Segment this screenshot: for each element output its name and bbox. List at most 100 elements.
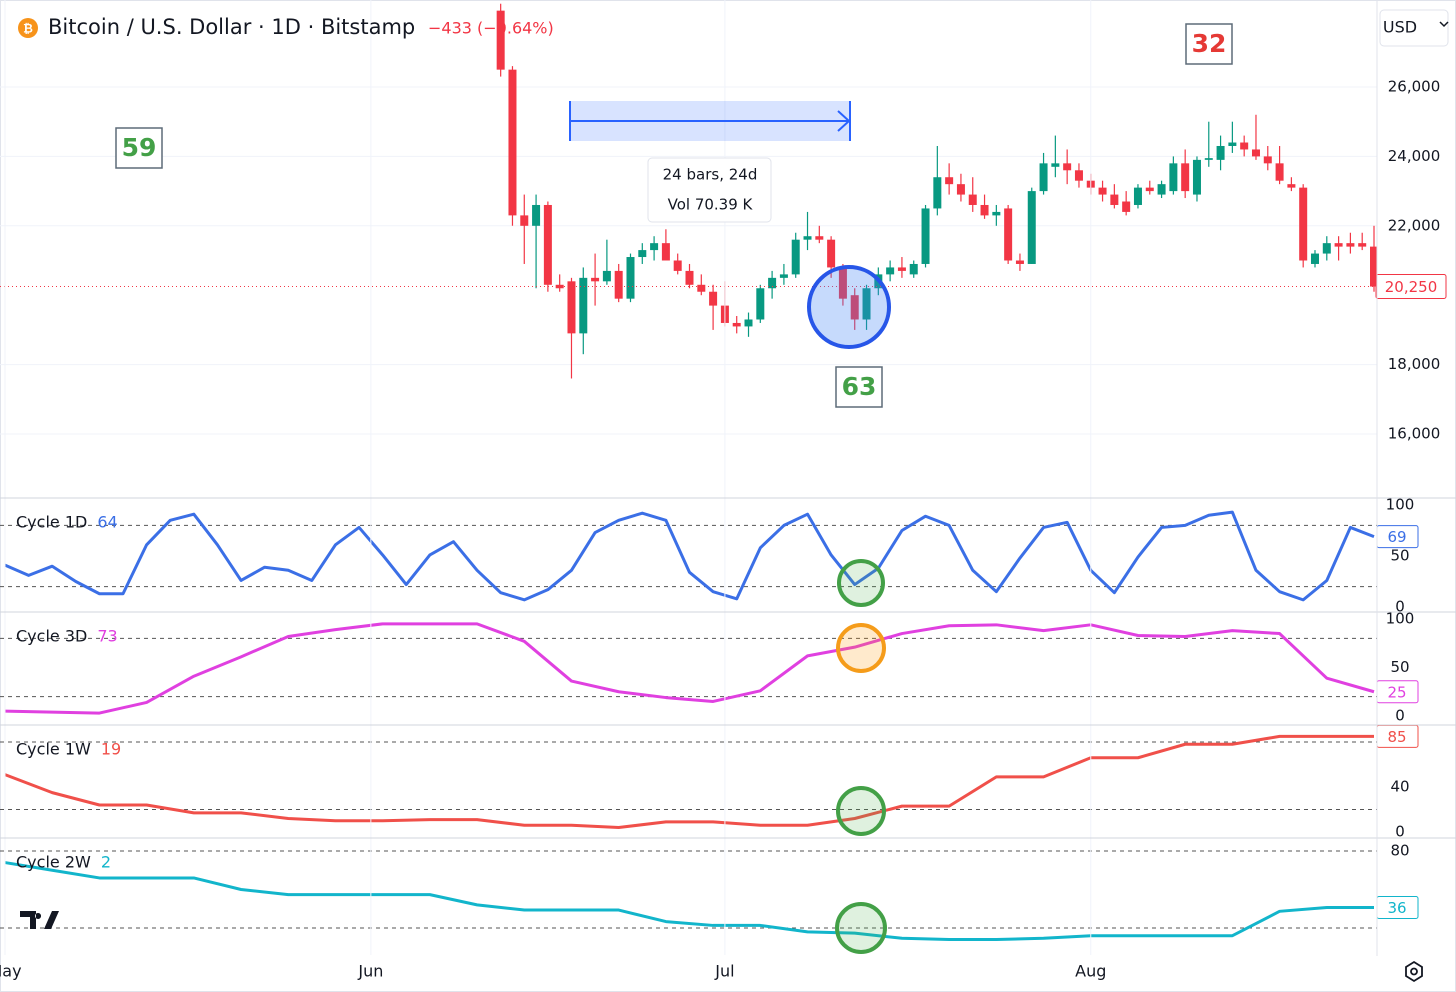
candle-body — [945, 177, 954, 185]
indicator-name: Cycle 1D — [16, 513, 87, 532]
candle-body — [1015, 260, 1024, 264]
indicator-line — [4, 510, 1375, 602]
annotation-text: 59 — [122, 133, 157, 162]
highlight-circle — [835, 902, 887, 954]
indicator-line — [4, 861, 1374, 942]
candle-body — [602, 270, 611, 282]
candle-body — [744, 319, 753, 327]
pane — [0, 850, 1377, 942]
annotation-box — [835, 366, 883, 408]
candle-body — [520, 215, 529, 226]
candle-body — [496, 10, 505, 70]
candle-body — [1192, 159, 1201, 195]
currency-button[interactable] — [1379, 9, 1449, 47]
measure-text: 24 bars, 24d — [663, 166, 758, 184]
candle-body — [968, 194, 977, 205]
y-tick-label: 24,000 — [1388, 147, 1441, 165]
candle-body — [909, 263, 918, 275]
annotation-text: 32 — [1192, 29, 1227, 58]
indicator-name: Cycle 2W — [16, 853, 91, 872]
last-value-label: 36 — [1387, 899, 1406, 917]
coin-icon — [18, 18, 38, 38]
y-tick-label: 0 — [1395, 598, 1405, 616]
candle-body — [1004, 208, 1013, 261]
candle-body — [768, 277, 777, 289]
candle-body — [815, 236, 824, 240]
candle-body — [827, 239, 836, 268]
candle-body — [779, 274, 788, 278]
indicator-value: 19 — [101, 740, 121, 759]
candle-body — [992, 211, 1001, 216]
y-tick-label: 50 — [1390, 547, 1409, 565]
candle-body — [850, 295, 859, 320]
candle-body — [897, 267, 906, 271]
candle-body — [980, 204, 989, 216]
candle-body — [1063, 163, 1072, 171]
candle-body — [1299, 187, 1308, 261]
candle-body — [921, 208, 930, 264]
candle-body — [591, 277, 600, 282]
candle-body — [732, 322, 741, 327]
candle-body — [508, 69, 517, 216]
y-tick-label: 100 — [1386, 496, 1415, 514]
candle-body — [862, 288, 871, 320]
last-value-label: 25 — [1387, 683, 1406, 701]
candle-body — [1287, 184, 1296, 188]
candle-body — [555, 284, 564, 289]
candle-body — [1334, 243, 1343, 247]
candle-body — [791, 239, 800, 275]
candle-body — [1181, 163, 1190, 192]
candle-body — [1310, 253, 1319, 264]
x-tick-label: May — [0, 962, 22, 981]
candle-body — [803, 236, 812, 240]
candle-body — [1216, 145, 1225, 160]
candle-body — [567, 281, 576, 334]
pane — [0, 734, 1377, 829]
indicator-name: Cycle 1W — [16, 740, 91, 759]
currency[interactable]: USD — [1383, 18, 1417, 37]
candle-body — [886, 267, 895, 275]
candle-body — [1027, 191, 1036, 264]
candle-body — [1074, 170, 1083, 181]
y-tick-label: 40 — [1390, 778, 1409, 796]
y-tick-label: 50 — [1390, 658, 1409, 676]
settings-icon[interactable] — [1405, 960, 1423, 983]
candle-body — [1322, 243, 1331, 254]
measure-arrowhead — [837, 110, 851, 132]
y-tick-label: 26,000 — [1388, 78, 1441, 96]
price-change: −433 (−0.64%) — [428, 19, 554, 38]
candle-body — [1039, 163, 1048, 192]
indicator-line — [4, 734, 1374, 829]
candle-body — [1098, 187, 1107, 195]
candle-body — [532, 204, 541, 226]
y-tick-label: 18,000 — [1388, 355, 1441, 373]
pane — [0, 3, 1377, 435]
measure-volume: Vol 70.39 K — [668, 196, 754, 214]
x-tick-label: Jun — [357, 962, 383, 981]
highlight-circle — [836, 623, 886, 673]
candle-body — [1358, 243, 1367, 247]
logo — [20, 911, 59, 929]
pane — [0, 510, 1377, 602]
x-tick-label: Aug — [1075, 962, 1106, 981]
measure-tooltip — [647, 157, 772, 223]
currency-caret — [1439, 21, 1449, 28]
candle-body — [1263, 156, 1272, 164]
indicator-line — [4, 622, 1375, 715]
y-tick-label: 0 — [1395, 823, 1405, 841]
highlight-circle — [836, 786, 886, 836]
candle-body — [614, 270, 623, 299]
symbol-title: Bitcoin / U.S. Dollar · 1D · Bitstamp — [48, 15, 415, 39]
candle-body — [1370, 246, 1377, 287]
indicator-value: 73 — [97, 627, 117, 646]
indicator-value: 64 — [97, 513, 117, 532]
candle-body — [638, 250, 647, 258]
candle-body — [838, 267, 847, 299]
candle-body — [1051, 163, 1060, 167]
candle-body — [709, 291, 718, 306]
settings-icon-center — [1410, 967, 1418, 976]
